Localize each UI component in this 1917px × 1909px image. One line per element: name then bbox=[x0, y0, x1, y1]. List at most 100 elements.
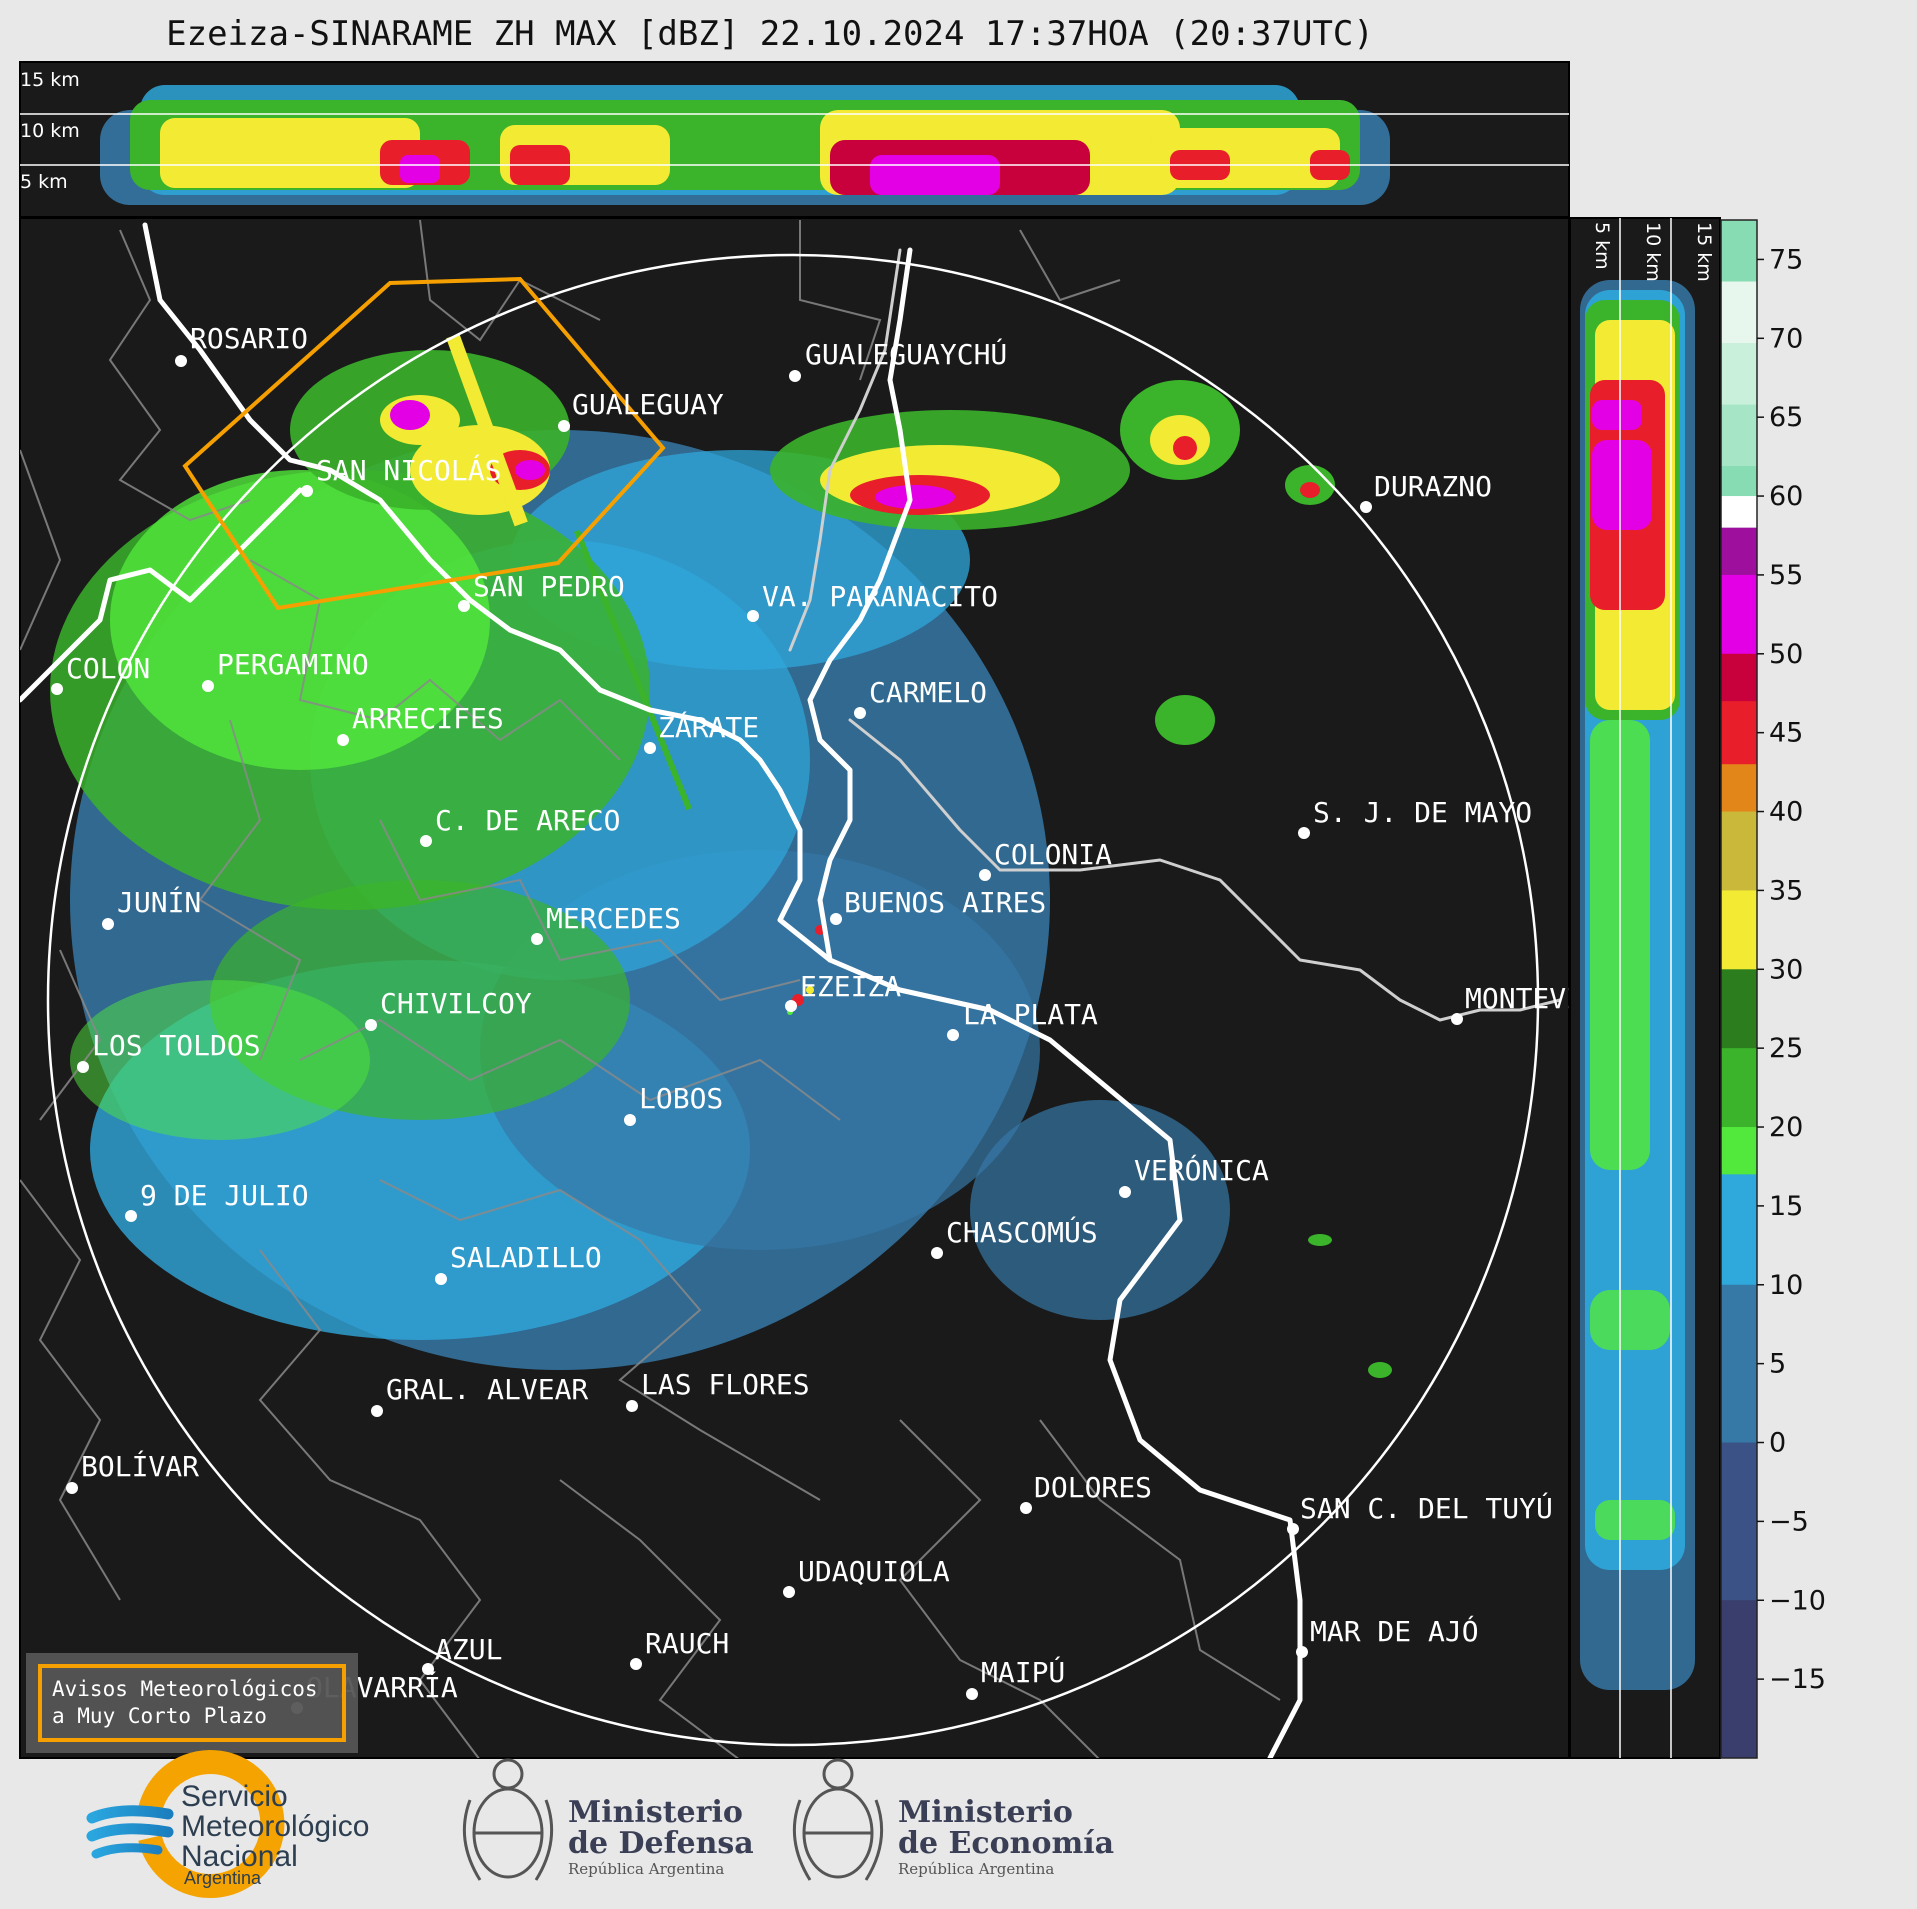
city-mar-de-ajo[interactable]: MAR DE AJÓ bbox=[1296, 1614, 1479, 1658]
city-la-plata[interactable]: LA PLATA bbox=[947, 998, 1098, 1041]
city-mercedes[interactable]: MERCEDES bbox=[531, 902, 681, 945]
svg-text:ARRECIFES: ARRECIFES bbox=[352, 702, 504, 735]
city-veronica[interactable]: VERÓNICA bbox=[1119, 1153, 1269, 1198]
city-dolores[interactable]: DOLORES bbox=[1020, 1471, 1152, 1514]
city-buenos-aires[interactable]: BUENOS AIRES bbox=[830, 886, 1046, 925]
city-los-toldos[interactable]: LOS TOLDOS bbox=[77, 1029, 261, 1073]
svg-text:S. J. DE MAYO: S. J. DE MAYO bbox=[1313, 796, 1532, 829]
city-udaquiola[interactable]: UDAQUIOLA bbox=[783, 1555, 950, 1598]
side-profile-label-10km: 10 km bbox=[1642, 222, 1664, 282]
city-9-de-julio[interactable]: 9 DE JULIO bbox=[125, 1179, 309, 1222]
colorbar-band bbox=[1721, 404, 1757, 467]
colorbar-tick-label: 60 bbox=[1769, 481, 1803, 512]
svg-text:CHIVILCOY: CHIVILCOY bbox=[380, 987, 532, 1020]
city-junin[interactable]: JUNÍN bbox=[102, 885, 201, 930]
city-san-nicolas[interactable]: SAN NICOLÁS bbox=[301, 453, 501, 497]
city-lobos[interactable]: LOBOS bbox=[624, 1082, 723, 1126]
svg-text:AZUL: AZUL bbox=[435, 1633, 502, 1666]
colorbar-tick-label: −5 bbox=[1769, 1506, 1809, 1537]
smn-line3: Nacional bbox=[181, 1840, 298, 1873]
city-azul[interactable]: AZUL bbox=[422, 1633, 502, 1675]
colorbar-tick-label: 50 bbox=[1769, 639, 1803, 670]
svg-text:ROSARIO: ROSARIO bbox=[190, 322, 308, 355]
city-chivilcoy[interactable]: CHIVILCOY bbox=[365, 987, 532, 1031]
svg-text:DOLORES: DOLORES bbox=[1034, 1471, 1152, 1504]
side-profile-panel: 5 km 10 km 15 km bbox=[1569, 217, 1721, 1759]
city-c-de-areco[interactable]: C. DE ARECO bbox=[420, 804, 620, 847]
colorbar-band bbox=[1721, 1174, 1757, 1286]
city-san-c-del-tuyu[interactable]: SAN C. DEL TUYÚ bbox=[1287, 1491, 1553, 1535]
colorbar-band bbox=[1721, 701, 1757, 765]
colorbar-band bbox=[1721, 281, 1757, 344]
svg-text:MERCEDES: MERCEDES bbox=[546, 902, 681, 935]
city-rosario[interactable]: ROSARIO bbox=[175, 322, 308, 367]
smn-sun-icon bbox=[138, 1750, 285, 1898]
city-ezeiza[interactable]: EZEIZA bbox=[785, 970, 901, 1012]
economia-logo: Ministerio de Economía República Argenti… bbox=[792, 1758, 1114, 1881]
city-gral-alvear[interactable]: GRAL. ALVEAR bbox=[371, 1373, 588, 1417]
warning-legend-box[interactable]: Avisos Meteorológicos a Muy Corto Plazo bbox=[26, 1653, 358, 1753]
radar-echoes bbox=[50, 333, 1392, 1378]
city-arrecifes[interactable]: ARRECIFES bbox=[337, 702, 504, 746]
svg-text:GUALEGUAYCHÚ: GUALEGUAYCHÚ bbox=[805, 337, 1007, 371]
colorbar-tick-label: 15 bbox=[1769, 1191, 1803, 1222]
colorbar-tick-label: 25 bbox=[1769, 1033, 1803, 1064]
top-profile-echoes bbox=[100, 85, 1390, 205]
economia-line1: Ministerio bbox=[898, 1795, 1073, 1830]
colorbar-band bbox=[1721, 1284, 1757, 1444]
city-gualeguaychu[interactable]: GUALEGUAYCHÚ bbox=[789, 337, 1007, 382]
smn-line1: Servicio bbox=[181, 1780, 288, 1813]
warning-legend-line2: a Muy Corto Plazo bbox=[52, 1704, 267, 1728]
city-colonia[interactable]: COLONIA bbox=[979, 838, 1112, 881]
svg-text:VERÓNICA: VERÓNICA bbox=[1134, 1153, 1269, 1187]
city-va-paranacito[interactable]: VA. PARANACITO bbox=[747, 580, 998, 622]
smn-line4: Argentina bbox=[184, 1868, 262, 1888]
city-zarate[interactable]: ZÁRATE bbox=[644, 710, 759, 754]
city-chascomus[interactable]: CHASCOMÚS bbox=[931, 1215, 1098, 1259]
city-carmelo[interactable]: CARMELO bbox=[854, 676, 987, 719]
city-sj-de-mayo[interactable]: S. J. DE MAYO bbox=[1298, 796, 1532, 839]
colorbar-tick-label: 45 bbox=[1769, 718, 1803, 749]
colorbar-tick-label: −15 bbox=[1769, 1664, 1826, 1695]
city-gualeguay[interactable]: GUALEGUAY bbox=[558, 388, 724, 432]
colorbar-tick-label: 55 bbox=[1769, 560, 1803, 591]
svg-text:COLON: COLON bbox=[66, 652, 150, 685]
colorbar-tick-label: 65 bbox=[1769, 402, 1803, 433]
city-rauch[interactable]: RAUCH bbox=[630, 1627, 729, 1670]
economia-line3: República Argentina bbox=[898, 1860, 1054, 1878]
colorbar-tick-label: 30 bbox=[1769, 954, 1803, 985]
svg-text:GUALEGUAY: GUALEGUAY bbox=[572, 388, 724, 421]
warning-legend-line1: Avisos Meteorológicos bbox=[52, 1677, 318, 1701]
top-profile-label-10km: 10 km bbox=[20, 120, 80, 142]
chart-title: Ezeiza-SINARAME ZH MAX [dBZ] 22.10.2024 … bbox=[166, 14, 1374, 54]
colorbar-tick-label: 35 bbox=[1769, 875, 1803, 906]
smn-line2: Meteorológico bbox=[181, 1810, 369, 1843]
colorbar-band bbox=[1721, 1600, 1757, 1759]
svg-text:MONTEVIDEO: MONTEVIDEO bbox=[1465, 982, 1634, 1015]
svg-text:ZÁRATE: ZÁRATE bbox=[658, 710, 759, 744]
economia-line2: de Economía bbox=[898, 1826, 1114, 1861]
svg-text:C. DE ARECO: C. DE ARECO bbox=[435, 804, 620, 837]
city-durazno[interactable]: DURAZNO bbox=[1360, 470, 1492, 513]
city-las-flores[interactable]: LAS FLORES bbox=[626, 1368, 810, 1412]
svg-text:JUNÍN: JUNÍN bbox=[117, 885, 201, 919]
city-saladillo[interactable]: SALADILLO bbox=[435, 1241, 602, 1285]
svg-text:COLONIA: COLONIA bbox=[994, 838, 1112, 871]
city-maipu[interactable]: MAIPÚ bbox=[966, 1655, 1065, 1700]
svg-text:SAN PEDRO: SAN PEDRO bbox=[473, 570, 625, 603]
colorbar-band bbox=[1721, 527, 1757, 576]
svg-text:LAS FLORES: LAS FLORES bbox=[641, 1368, 810, 1401]
city-san-pedro[interactable]: SAN PEDRO bbox=[458, 570, 625, 612]
colorbar-tick-label: 75 bbox=[1769, 244, 1803, 275]
svg-text:SALADILLO: SALADILLO bbox=[450, 1241, 602, 1274]
city-colon[interactable]: COLON bbox=[51, 652, 150, 695]
city-pergamino[interactable]: PERGAMINO bbox=[202, 648, 369, 692]
svg-text:RAUCH: RAUCH bbox=[645, 1627, 729, 1660]
colorbar-band bbox=[1721, 220, 1757, 283]
city-bolivar[interactable]: BOLÍVAR bbox=[66, 1449, 199, 1494]
city-montevideo[interactable]: MONTEVIDEO bbox=[1451, 982, 1634, 1025]
colorbar-tick-label: 5 bbox=[1769, 1349, 1786, 1380]
colorbar-tick-label: 10 bbox=[1769, 1270, 1803, 1301]
defensa-line3: República Argentina bbox=[568, 1860, 724, 1878]
